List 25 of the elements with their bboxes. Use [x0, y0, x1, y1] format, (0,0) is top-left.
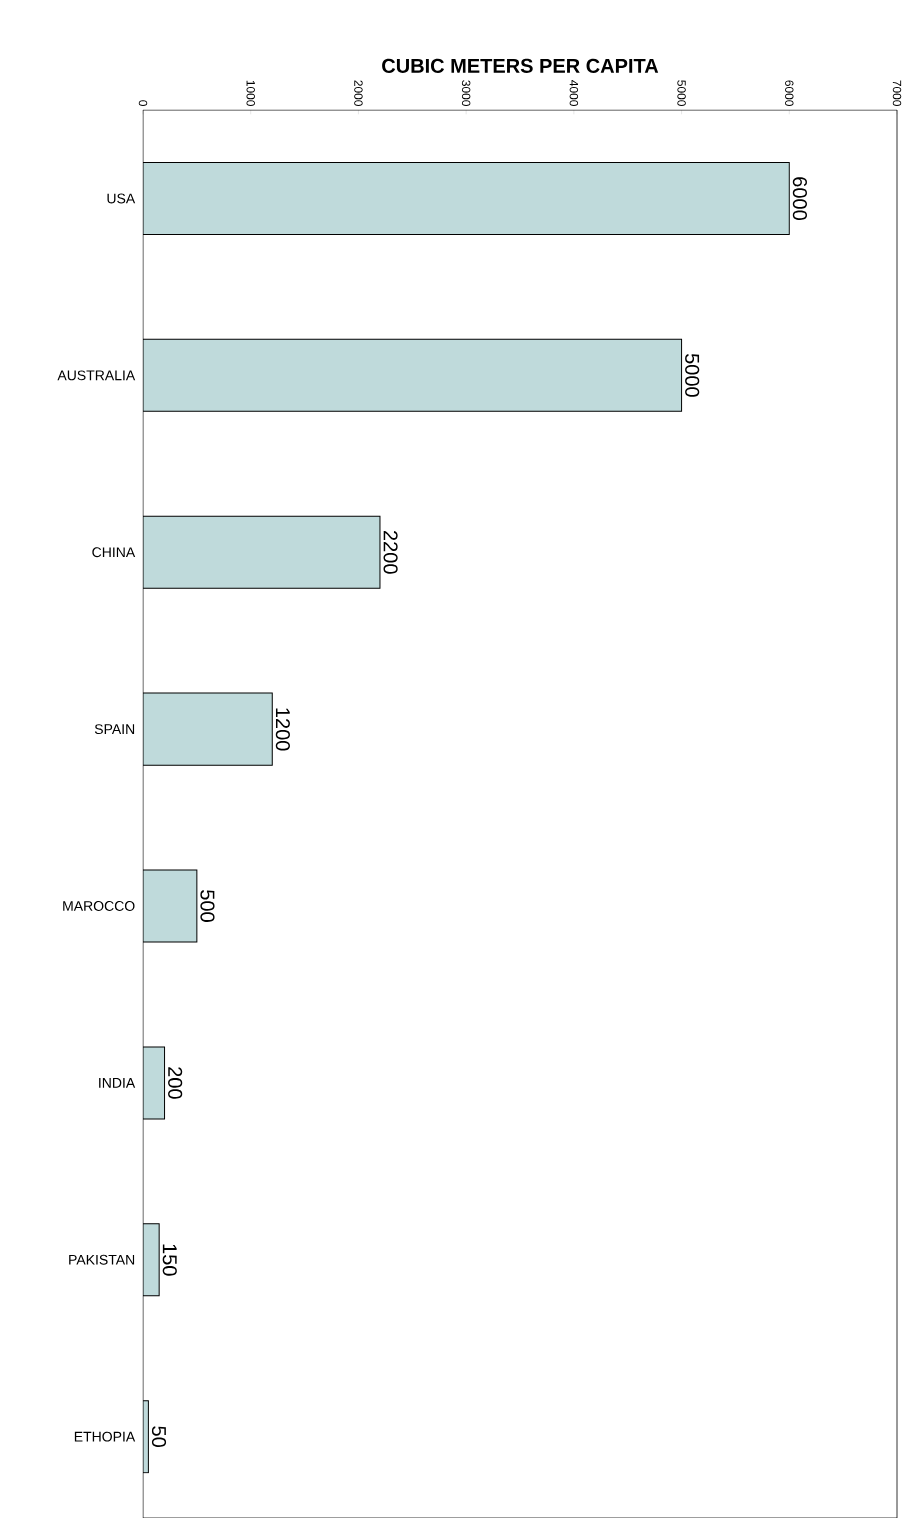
x-tick-label: 7000	[892, 80, 902, 107]
data-label: 150	[162, 1244, 177, 1276]
x-tick-label: 2000	[354, 80, 363, 107]
y-tick-label: MAROCCO	[63, 901, 135, 911]
data-label: 500	[200, 890, 215, 922]
data-label: 2200	[383, 531, 398, 574]
data-label: 1200	[275, 708, 290, 751]
y-tick-label: PAKISTAN	[69, 1254, 135, 1265]
x-tick-label: 1000	[246, 80, 255, 107]
data-label: 200	[168, 1067, 183, 1099]
x-tick-label: 5000	[677, 80, 686, 107]
y-tick-label: AUSTRALIA	[57, 370, 136, 381]
x-tick-label: 3000	[461, 80, 471, 107]
x-tick-label: 0	[138, 100, 148, 107]
x-tick-label: 6000	[785, 80, 794, 107]
y-tick-label: SPAIN	[94, 724, 135, 735]
data-label: 5000	[685, 353, 700, 397]
data-label: 6000	[792, 177, 807, 220]
y-tick-label: CHINA	[92, 547, 136, 558]
y-tick-label: INDIA	[99, 1078, 136, 1088]
data-label: 50	[151, 1426, 167, 1447]
x-axis-title: CUBIC METERS PER CAPITA	[382, 58, 659, 73]
y-tick-label: ETHOPIA	[74, 1431, 136, 1442]
y-tick-label: USA	[107, 193, 136, 204]
x-tick-label: 4000	[569, 80, 579, 107]
